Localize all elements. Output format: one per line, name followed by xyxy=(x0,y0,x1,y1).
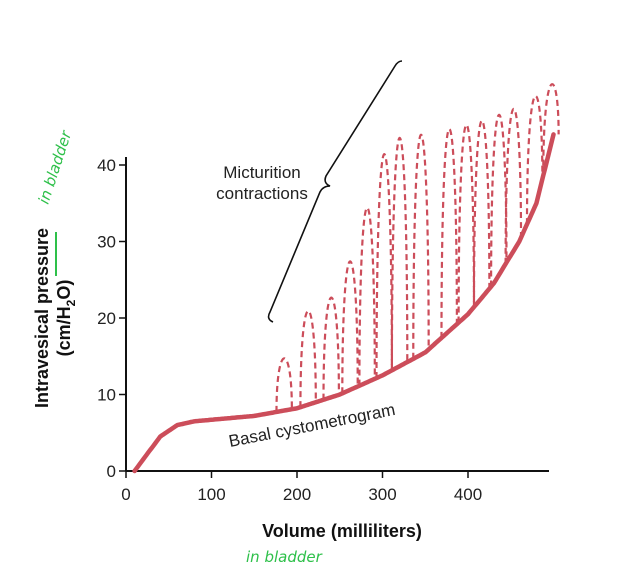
basal-cystometrogram-line xyxy=(132,132,556,474)
micturition-label-line2: contractions xyxy=(216,184,308,203)
y-axis-title: Intravesical pressure xyxy=(32,228,52,408)
y-tick-label: 0 xyxy=(107,462,116,481)
y-axis-units-subscript: 2 xyxy=(64,299,78,306)
y-tick-label: 40 xyxy=(97,156,116,175)
contraction-peak xyxy=(375,153,394,379)
contraction-peak xyxy=(299,310,317,408)
basal-cystometrogram-label: Basal cystometrogram xyxy=(227,400,397,451)
contraction-peak xyxy=(412,133,430,359)
contraction-peak xyxy=(525,95,544,225)
y-axis-units-suffix: O) xyxy=(54,280,74,300)
y-tick-label: 10 xyxy=(97,386,116,405)
basal-cystometrogram-series xyxy=(132,132,556,474)
micturition-label-line1: Micturition xyxy=(223,163,300,182)
x-axis-handwritten-note: in bladder xyxy=(246,548,323,566)
x-tick-label: 200 xyxy=(283,485,311,504)
y-axis-title-group: Intravesical pressure (cm/H2O) xyxy=(32,228,78,408)
contraction-peak xyxy=(489,113,508,287)
contraction-peak xyxy=(390,136,409,371)
contraction-peak xyxy=(341,260,359,394)
contraction-peak xyxy=(358,206,376,386)
contraction-peak xyxy=(472,119,491,308)
contraction-peak xyxy=(504,107,523,264)
contraction-peak xyxy=(440,127,458,338)
x-tick-label: 100 xyxy=(197,485,225,504)
x-axis-title: Volume (milliliters) xyxy=(262,521,422,541)
x-tick-label: 0 xyxy=(121,485,130,504)
contraction-peak xyxy=(322,296,340,400)
y-axis-units: (cm/H2O) xyxy=(54,280,78,357)
y-tick-label: 20 xyxy=(97,309,116,328)
contraction-peak xyxy=(275,357,293,412)
contraction-peak xyxy=(542,83,560,176)
contraction-peak xyxy=(457,124,476,323)
contractions-bracket xyxy=(267,60,403,323)
micturition-contractions-series xyxy=(275,83,560,412)
x-tick-label: 400 xyxy=(454,485,482,504)
y-axis-handwritten-note: in bladder xyxy=(35,128,76,206)
ticks-layer: 0 100 200 300 400 0 10 20 30 40 xyxy=(97,156,482,504)
x-tick-label: 300 xyxy=(368,485,396,504)
y-tick-label: 30 xyxy=(97,233,116,252)
y-axis-units-prefix: (cm/H xyxy=(54,306,74,356)
